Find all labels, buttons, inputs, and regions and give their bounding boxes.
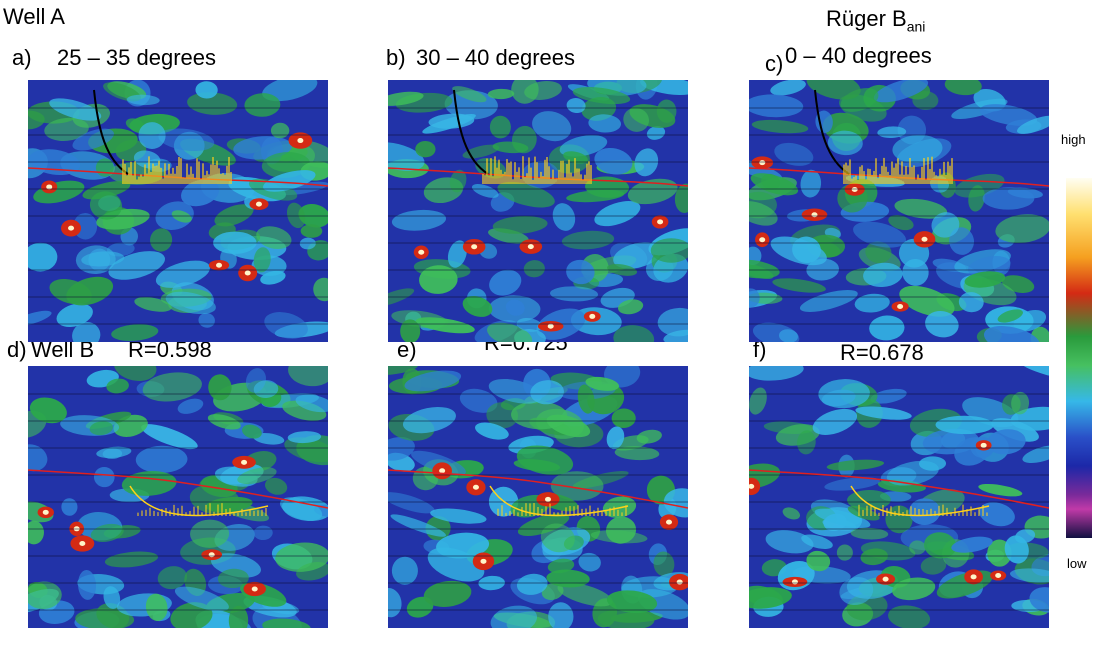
colorbar: [1066, 178, 1092, 538]
panel-d-r-value: R=0.598: [128, 337, 212, 362]
panel-a-letter: a): [12, 45, 32, 70]
panel-e: [388, 366, 688, 628]
panel-c-letter: c): [765, 51, 784, 76]
ruger-label-base: Rüger B: [826, 6, 907, 31]
panel-d-caption: Well B: [31, 337, 95, 362]
ruger-label: Rüger Bani: [826, 6, 926, 35]
colorbar-high-label: high: [1061, 132, 1086, 147]
ruger-label-subscript: ani: [906, 18, 926, 35]
panel-e-letter: e): [397, 337, 417, 362]
panel-b-letter: b): [386, 45, 406, 70]
panel-f-r-value: R=0.678: [840, 340, 924, 365]
well-a-label: Well A: [3, 4, 65, 29]
panel-a: [28, 80, 328, 342]
panel-b-caption: 30 – 40 degrees: [416, 45, 576, 70]
panel-c: [749, 80, 1049, 342]
panel-d: [28, 366, 328, 628]
panel-a-caption: 25 – 35 degrees: [57, 45, 217, 70]
panel-c-caption: 0 – 40 degrees: [785, 43, 932, 68]
panel-f: [749, 366, 1049, 628]
panel-f-letter: f): [753, 337, 767, 362]
panel-d-letter: d): [7, 337, 27, 362]
colorbar-low-label: low: [1067, 556, 1087, 571]
panel-b: [388, 80, 688, 342]
